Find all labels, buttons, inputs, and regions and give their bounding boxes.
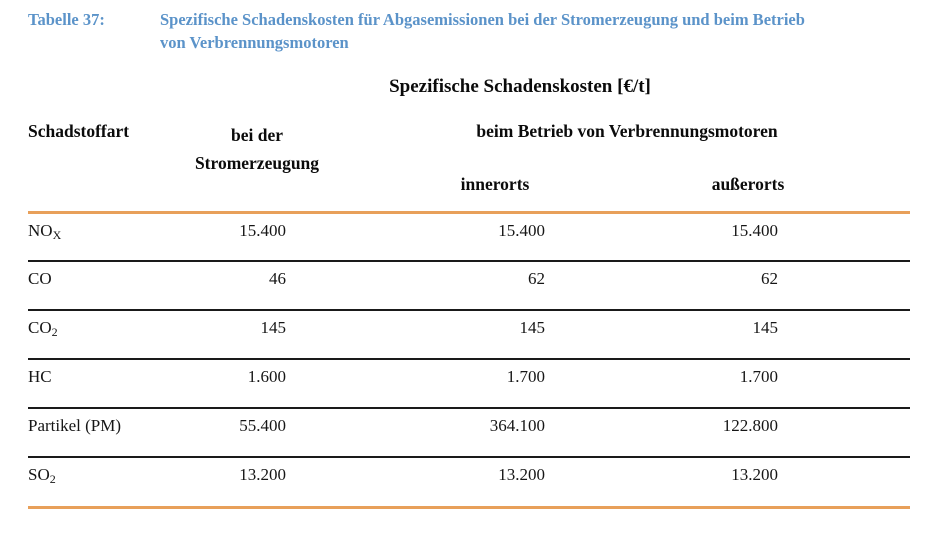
row-label-sub: 2 xyxy=(51,325,58,339)
cell-electricity: 13.200 xyxy=(239,465,286,484)
caption-text-line1: Spezifische Schadenskosten für Abgasemis… xyxy=(160,10,805,29)
cell-urban: 62 xyxy=(528,269,545,288)
cell-urban: 15.400 xyxy=(498,221,545,240)
header-urban: innerorts xyxy=(460,174,530,194)
table-row-partikel: Partikel (PM) 55.400 364.100 122.800 xyxy=(28,407,910,456)
cell-urban: 364.100 xyxy=(489,416,545,435)
table-row-nox: NOX 15.400 15.400 15.400 xyxy=(28,211,910,260)
table-row-so2: SO2 13.200 13.200 13.200 xyxy=(28,456,910,509)
table-row-hc: HC 1.600 1.700 1.700 xyxy=(28,358,910,407)
row-label-base: HC xyxy=(28,367,52,386)
cell-urban: 1.700 xyxy=(506,367,545,386)
row-label-base: NO xyxy=(28,221,53,240)
cell-rural: 145 xyxy=(752,318,779,337)
cell-electricity: 15.400 xyxy=(239,221,286,240)
header-engines-group: beim Betrieb von Verbrennungsmotoren xyxy=(476,121,778,141)
row-label-sub: X xyxy=(52,228,62,242)
cell-electricity: 46 xyxy=(269,269,286,288)
row-label-base: SO xyxy=(28,465,50,484)
cell-spacer xyxy=(778,221,910,260)
cell-electricity: 55.400 xyxy=(239,416,286,435)
row-label: Partikel (PM) xyxy=(28,416,178,456)
header-electricity-line1: bei der xyxy=(230,125,283,145)
header-rural: außerorts xyxy=(711,174,785,194)
header-electricity-line2: Stromerzeugung xyxy=(194,153,320,173)
cell-urban: 13.200 xyxy=(498,465,545,484)
cell-rural: 122.800 xyxy=(722,416,778,435)
row-label: HC xyxy=(28,367,178,407)
header-pollutant: Schadstoffart xyxy=(28,121,130,141)
caption-text: Spezifische Schadenskosten für Abgasemis… xyxy=(160,8,908,54)
cell-spacer xyxy=(778,269,910,309)
cell-rural: 15.400 xyxy=(731,221,778,240)
table-body: NOX 15.400 15.400 15.400 CO 46 62 62 CO2… xyxy=(28,211,910,509)
row-label: SO2 xyxy=(28,465,178,506)
cell-spacer xyxy=(778,465,910,506)
caption-number: Tabelle 37: xyxy=(28,10,105,29)
cell-spacer xyxy=(778,318,910,358)
table-caption: Tabelle 37: Spezifische Schadenskosten f… xyxy=(28,8,937,54)
cell-electricity: 1.600 xyxy=(247,367,286,386)
cell-rural: 62 xyxy=(761,269,778,288)
caption-text-line2: von Verbrennungsmotoren xyxy=(160,33,349,52)
row-label-sub: 2 xyxy=(49,472,56,486)
row-label-base: CO xyxy=(28,269,52,288)
row-label: NOX xyxy=(28,221,178,260)
row-label-base: CO xyxy=(28,318,52,337)
cell-rural: 13.200 xyxy=(731,465,778,484)
header-electricity: bei der Stromerzeugung xyxy=(142,121,372,177)
cell-electricity: 145 xyxy=(260,318,287,337)
table-row-co2: CO2 145 145 145 xyxy=(28,309,910,358)
cell-spacer xyxy=(778,416,910,456)
table-title: Spezifische Schadenskosten [€/t] xyxy=(389,76,651,97)
cell-spacer xyxy=(778,367,910,407)
row-label: CO xyxy=(28,269,178,309)
table-header: Schadstoffart bei der Stromerzeugung bei… xyxy=(28,106,910,211)
cell-rural: 1.700 xyxy=(739,367,778,386)
cell-urban: 145 xyxy=(519,318,546,337)
row-label: CO2 xyxy=(28,318,178,358)
table-row-co: CO 46 62 62 xyxy=(28,260,910,309)
row-label-base: Partikel (PM) xyxy=(28,416,122,435)
